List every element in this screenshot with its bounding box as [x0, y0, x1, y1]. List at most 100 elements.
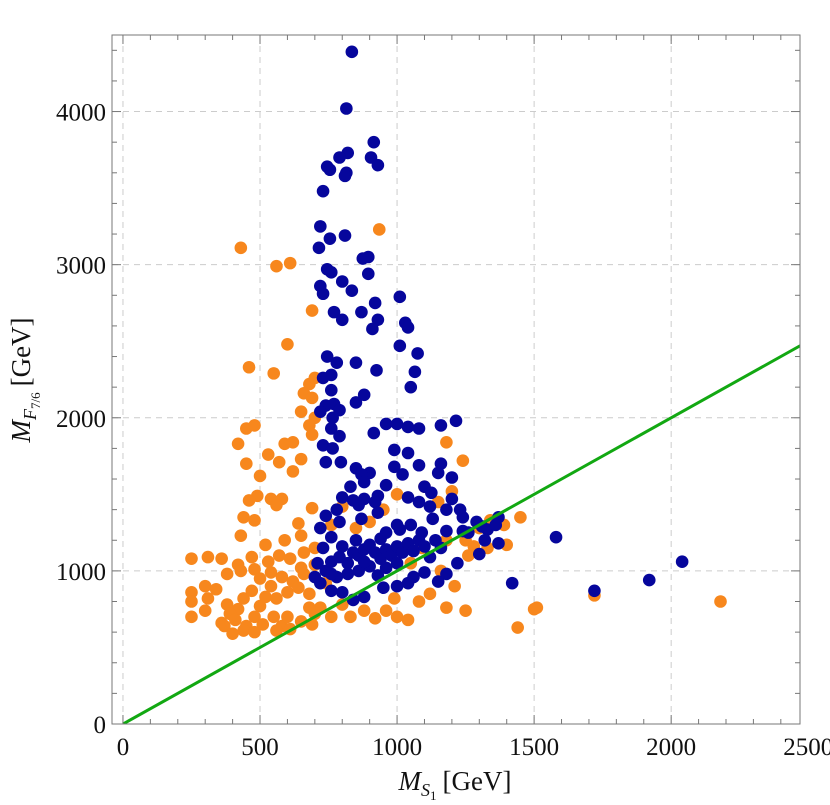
- point: [370, 364, 383, 377]
- point: [411, 347, 424, 360]
- frame-box: [111, 34, 801, 725]
- x-tick-label: 1500: [509, 734, 559, 761]
- point: [492, 537, 505, 550]
- point: [357, 475, 371, 489]
- point: [462, 549, 475, 562]
- point: [456, 511, 470, 524]
- point: [401, 576, 415, 590]
- point: [388, 592, 401, 605]
- point: [514, 511, 527, 524]
- point: [316, 184, 330, 198]
- point: [248, 610, 261, 624]
- y-label-unit: [GeV]: [6, 317, 36, 386]
- point: [312, 241, 326, 255]
- point: [412, 495, 426, 509]
- point: [352, 564, 365, 578]
- point: [335, 540, 349, 553]
- point: [440, 503, 453, 516]
- point: [242, 494, 256, 507]
- point: [412, 595, 426, 608]
- point: [278, 533, 291, 547]
- point: [305, 501, 319, 515]
- point: [316, 541, 330, 555]
- point: [294, 452, 308, 466]
- point: [379, 526, 393, 539]
- point: [549, 530, 563, 544]
- point: [245, 584, 259, 598]
- point: [303, 601, 316, 614]
- point: [714, 595, 727, 608]
- point: [185, 610, 198, 624]
- point: [451, 556, 464, 570]
- point: [215, 552, 228, 565]
- point: [361, 267, 375, 281]
- point: [272, 549, 286, 562]
- point: [220, 567, 234, 581]
- point: [234, 529, 248, 542]
- point: [379, 604, 393, 617]
- point: [283, 256, 297, 270]
- point: [237, 511, 250, 524]
- point: [338, 169, 352, 183]
- point: [326, 411, 339, 425]
- y-tick-label: 0: [94, 712, 107, 739]
- point: [344, 480, 357, 493]
- point: [324, 567, 338, 581]
- point: [368, 495, 382, 509]
- point: [341, 567, 355, 581]
- point: [440, 567, 453, 581]
- point: [297, 546, 311, 559]
- point: [270, 624, 283, 637]
- point: [294, 405, 308, 418]
- point: [237, 624, 250, 637]
- point: [253, 599, 267, 613]
- point: [357, 388, 371, 402]
- point: [305, 428, 319, 441]
- point: [333, 429, 346, 443]
- y-tick-label: 4000: [56, 100, 106, 127]
- point: [440, 524, 453, 538]
- x-tick-label: 2500: [783, 734, 830, 761]
- x-label-symbol: M: [398, 766, 423, 796]
- point: [185, 552, 198, 565]
- point: [401, 446, 415, 460]
- y-axis-label: MF7/6 [GeV]: [6, 317, 43, 443]
- x-tick-label: 500: [241, 734, 279, 761]
- point: [445, 492, 459, 506]
- point: [294, 529, 308, 542]
- x-label-subsubscript: 1: [430, 788, 437, 803]
- point: [431, 575, 445, 588]
- point: [390, 556, 404, 570]
- point: [281, 586, 294, 599]
- point: [259, 538, 272, 552]
- point: [511, 621, 524, 634]
- point: [371, 313, 385, 327]
- point: [286, 435, 300, 449]
- point: [377, 581, 390, 595]
- point: [320, 350, 334, 363]
- point: [448, 579, 461, 593]
- point: [588, 584, 601, 598]
- point: [281, 337, 294, 351]
- point: [349, 521, 363, 535]
- x-tick-label: 1000: [372, 734, 422, 761]
- point: [330, 356, 344, 369]
- point: [335, 586, 349, 599]
- reference-line: [122, 344, 800, 724]
- point: [352, 498, 365, 512]
- point: [371, 158, 385, 172]
- point: [408, 365, 422, 379]
- point: [231, 437, 245, 451]
- point: [356, 252, 370, 265]
- point: [261, 555, 275, 569]
- point: [425, 486, 438, 500]
- y-label-subscript: F: [20, 408, 40, 421]
- point: [349, 396, 363, 409]
- plot-area: [122, 45, 800, 724]
- point: [368, 612, 382, 625]
- point: [374, 552, 387, 565]
- point: [401, 321, 415, 334]
- point: [675, 555, 689, 569]
- point: [270, 498, 283, 512]
- point: [423, 500, 437, 513]
